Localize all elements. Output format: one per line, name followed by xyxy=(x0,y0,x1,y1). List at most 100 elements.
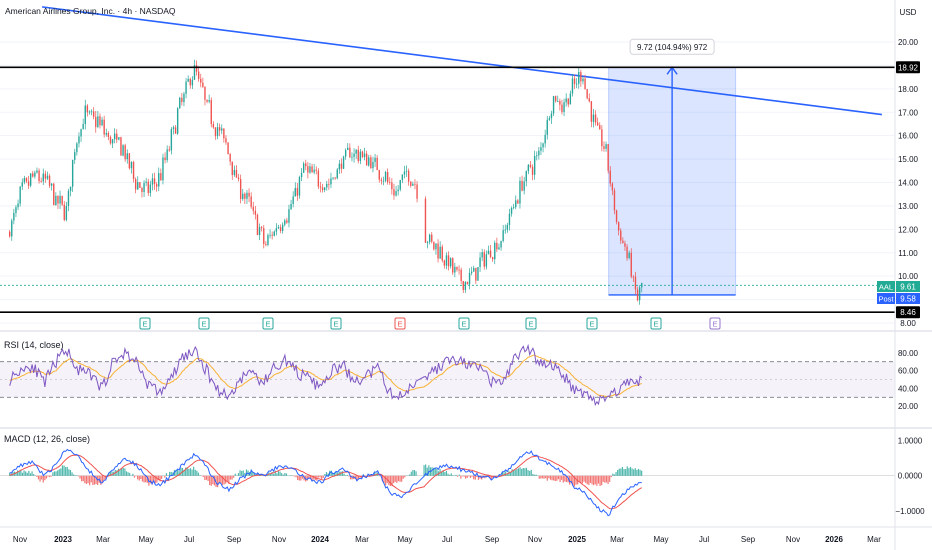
rsi-title[interactable]: RSI (14, close) xyxy=(4,340,64,350)
candle-body xyxy=(34,172,36,177)
macd-histogram-bar xyxy=(311,475,313,481)
symbol-title[interactable]: American Airlines Group, Inc. · 4h · NAS… xyxy=(5,6,176,16)
candle-body xyxy=(149,184,152,194)
candle-body xyxy=(384,171,387,181)
candle-body xyxy=(550,113,553,119)
candle-body xyxy=(162,157,164,181)
candle-body xyxy=(99,116,101,126)
macd-histogram-bar xyxy=(188,468,190,476)
candle-body xyxy=(615,210,618,222)
macd-histogram-bar xyxy=(9,472,11,476)
candle-body xyxy=(424,198,427,243)
candle-body xyxy=(483,252,485,267)
price-axis[interactable]: 20.0019.0018.0017.0016.0015.0014.0013.00… xyxy=(894,0,919,550)
time-tick-label: Mar xyxy=(355,535,369,544)
candle-body xyxy=(485,254,488,267)
candle-body xyxy=(27,181,30,186)
candle-body xyxy=(601,129,603,147)
candle-body xyxy=(128,153,131,169)
macd-histogram-bar xyxy=(442,470,444,476)
candle-body xyxy=(464,282,467,290)
candle-body xyxy=(510,207,513,214)
macd-histogram-bar xyxy=(633,469,635,476)
macd-histogram-bar xyxy=(319,475,321,478)
candle-body xyxy=(281,224,284,231)
candle-body xyxy=(250,196,252,207)
macd-histogram-bar xyxy=(103,475,105,481)
candle-body xyxy=(78,136,80,144)
candle-body xyxy=(372,161,374,169)
earnings-marker-box xyxy=(709,317,721,330)
currency-label[interactable]: USD xyxy=(900,8,917,17)
candle-body xyxy=(489,250,492,258)
macd-histogram-bar xyxy=(479,475,481,479)
candle-body xyxy=(586,89,588,99)
time-tick-label: Sep xyxy=(741,535,756,544)
earnings-marker-box xyxy=(139,317,151,330)
candle-body xyxy=(208,100,210,102)
macd-histogram-bar xyxy=(597,475,600,484)
candle-body xyxy=(416,184,418,199)
trendline[interactable] xyxy=(41,6,882,116)
candle-body xyxy=(321,187,324,191)
macd-histogram-bar xyxy=(209,475,211,486)
candle-body xyxy=(42,173,44,182)
support-price-label: 8.46 xyxy=(900,308,916,317)
macd-histogram-bar xyxy=(541,475,544,479)
macd-histogram-bar xyxy=(489,475,491,478)
macd-histogram-bar xyxy=(50,475,52,477)
macd-histogram-bar xyxy=(157,475,160,481)
candle-body xyxy=(594,114,597,123)
macd-histogram-bar xyxy=(52,472,54,476)
macd-histogram-bar xyxy=(82,475,84,482)
macd-histogram-bar xyxy=(121,468,123,476)
main-pane[interactable] xyxy=(0,0,895,330)
candle-body xyxy=(382,180,385,182)
macd-histogram-bar xyxy=(199,475,201,476)
macd-histogram-bar xyxy=(396,475,398,483)
macd-histogram-bar xyxy=(333,473,336,476)
macd-title[interactable]: MACD (12, 26, close) xyxy=(4,434,90,444)
macd-histogram-bar xyxy=(63,465,65,476)
candle-body xyxy=(349,147,351,158)
candle-body xyxy=(548,118,551,120)
candle-body xyxy=(116,133,118,140)
macd-histogram-bar xyxy=(153,475,155,481)
macd-axis[interactable]: 1.0000 0.0000 −1.0000 xyxy=(895,437,925,516)
candle-body xyxy=(363,153,366,158)
macd-histogram-bar xyxy=(29,473,32,476)
macd-histogram-bar xyxy=(509,471,512,476)
macd-histogram-bar xyxy=(468,475,470,477)
candle-body xyxy=(603,146,605,149)
earnings-marker-label: E xyxy=(333,320,338,329)
macd-histogram-bar xyxy=(325,472,328,476)
macd-histogram-bar xyxy=(618,468,620,476)
candle-body xyxy=(271,234,273,236)
macd-histogram-bar xyxy=(178,471,180,476)
macd-histogram-bar xyxy=(290,475,292,476)
macd-histogram-bar xyxy=(137,475,139,480)
candle-body xyxy=(237,177,240,180)
macd-histogram-bar xyxy=(591,475,593,485)
candle-body xyxy=(357,149,359,161)
price-tick-label: 17.00 xyxy=(898,108,919,117)
macd-histogram-bar xyxy=(551,475,553,481)
candle-body xyxy=(111,139,114,144)
macd-histogram-bar xyxy=(469,475,472,478)
macd-histogram-bar xyxy=(612,473,614,476)
macd-histogram-bar xyxy=(425,464,427,476)
macd-histogram-bar xyxy=(554,475,556,482)
candle-body xyxy=(233,169,236,175)
candle-body xyxy=(82,123,84,130)
candle-body xyxy=(258,227,261,236)
macd-histogram-bar xyxy=(122,467,124,476)
rsi-axis[interactable]: 80.00 60.00 40.00 20.00 xyxy=(898,349,919,411)
time-axis[interactable]: Nov 2023 Mar May Jul Sep Nov 2024 Mar May Jul Sep No… xyxy=(13,535,881,544)
macd-histogram-bar xyxy=(583,475,585,482)
candle-body xyxy=(172,127,175,130)
macd-histogram-bar xyxy=(549,475,552,480)
measure-label-box xyxy=(629,38,715,55)
candle-body xyxy=(399,179,401,190)
candle-body xyxy=(36,170,38,173)
